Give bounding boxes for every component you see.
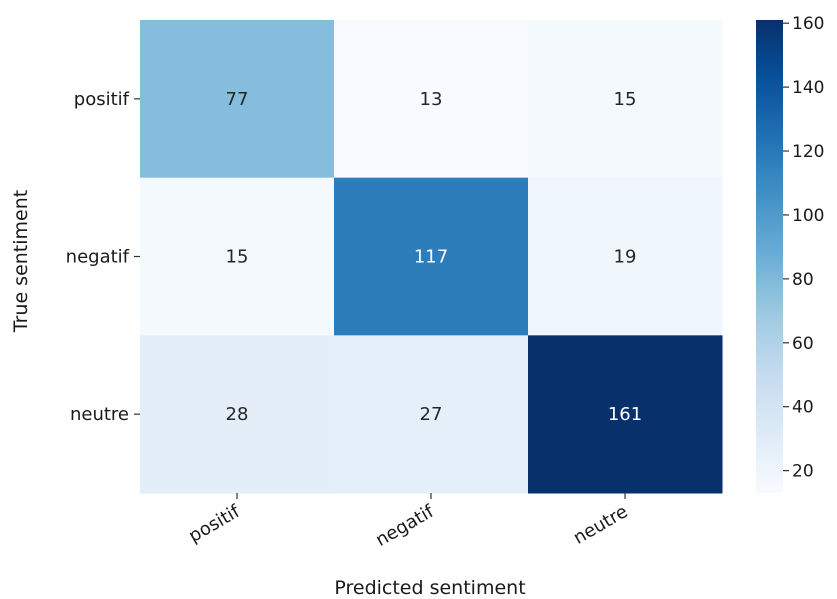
cell-value-label: 77 [226,89,249,110]
cell-value-label: 161 [608,404,642,425]
heatmap-cell-neutre-positif [140,335,335,494]
y-axis: positif negatif neutre [66,89,140,425]
colorbar-tick-label: 60 [792,334,814,354]
cell-value-label: 117 [414,247,448,268]
cell-value-label: 27 [420,404,443,425]
colorbar-tick-label: 100 [792,206,824,226]
x-tick-label: negatif [372,501,438,551]
cell-value-label: 15 [226,247,249,268]
y-axis-label: True sentiment [10,190,32,333]
heatmap-cells [140,20,723,494]
y-tick-label: negatif [66,247,130,268]
cell-value-label: 19 [614,247,637,268]
heatmap-cell-negatif-neutre [528,177,723,336]
heatmap-cell-positif-neutre [528,20,723,179]
heatmap-cell-neutre-negatif [334,335,529,494]
x-tick-label: positif [185,501,244,547]
colorbar-tick-label: 80 [792,270,814,290]
cell-value-label: 28 [226,404,249,425]
x-axis-label: Predicted sentiment [334,577,525,599]
colorbar-tick-label: 40 [792,398,814,418]
colorbar-ticks: 20 40 60 80 100 120 140 160 [783,14,824,482]
colorbar-tick-label: 120 [792,142,824,162]
cell-value-label: 13 [420,89,443,110]
x-axis: positif negatif neutre [185,493,632,551]
cell-labels: 77 13 15 15 117 19 28 27 161 [226,89,643,425]
heatmap-cell-negatif-negatif [334,177,529,336]
colorbar-tick-label: 20 [792,462,814,482]
colorbar-tick-label: 160 [792,14,824,34]
heatmap-cell-negatif-positif [140,177,335,336]
cell-value-label: 15 [614,89,637,110]
colorbar-tick-label: 140 [792,78,824,98]
x-tick-label: neutre [570,501,632,549]
y-tick-label: positif [74,89,130,110]
colorbar [756,20,783,493]
y-tick-label: neutre [70,404,129,425]
heatmap-cell-positif-negatif [334,20,529,179]
heatmap-cell-positif-positif [140,20,335,179]
heatmap-cell-neutre-neutre [528,335,723,494]
